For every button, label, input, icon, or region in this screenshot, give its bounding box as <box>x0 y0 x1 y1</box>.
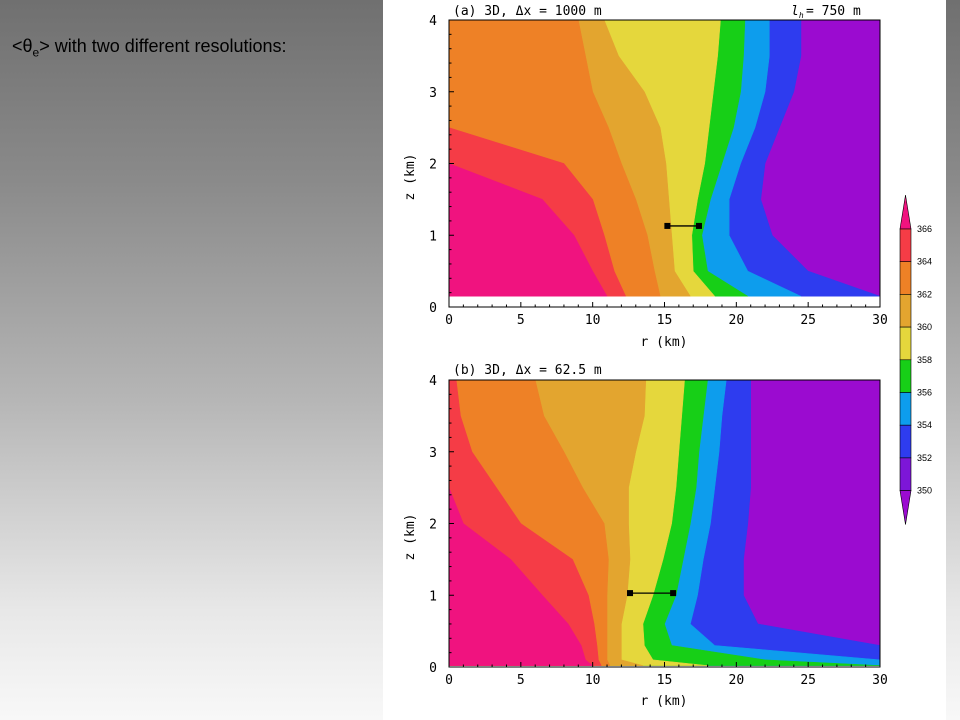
y-tick-label-1-0: 0 <box>429 661 437 676</box>
contour-fill-366-1 <box>448 487 594 666</box>
marker-point-1-1 <box>670 590 677 597</box>
x-tick-label-0-10: 10 <box>585 313 601 328</box>
x-tick-label-1-30: 30 <box>872 673 888 688</box>
x-axis-label-a: r (km) <box>641 335 688 350</box>
y-tick-label-0-4: 4 <box>429 14 437 29</box>
slide-title: <θe> with two different resolutions: <box>12 36 287 60</box>
colorbar: 366 364 362 360 358 356 354 352 350 <box>899 194 932 525</box>
colorbar-label-356: 356 <box>917 388 932 398</box>
colorbar-label-362: 362 <box>917 289 932 299</box>
marker-point-0-0 <box>664 222 671 229</box>
panel-a-annotation: = 750 m <box>806 4 861 19</box>
x-tick-label-0-15: 15 <box>657 313 673 328</box>
axes-b: 0 5 10 15 20 25 30 0 1 2 3 4 <box>429 374 888 688</box>
colorbar-label-358: 358 <box>917 355 932 365</box>
colorbar-box <box>899 294 912 328</box>
y-tick-label-1-4: 4 <box>429 374 437 389</box>
panel-a-label: (a) 3D, Δx = 1000 m <box>453 4 602 19</box>
x-tick-label-1-10: 10 <box>585 673 601 688</box>
x-tick-label-0-0: 0 <box>445 313 453 328</box>
colorbar-label-364: 364 <box>917 257 932 267</box>
colorbar-box <box>899 392 912 426</box>
y-axis-label-a: z (km) <box>403 154 418 201</box>
y-tick-label-0-2: 2 <box>429 158 437 173</box>
x-tick-label-1-5: 5 <box>517 673 525 688</box>
slide-background-left <box>0 0 383 720</box>
x-tick-label-0-30: 30 <box>872 313 888 328</box>
plot-area-b <box>448 379 881 666</box>
panel-b: (b) 3D, Δx = 62.5 m 0 5 10 15 20 25 30 0 1 2 3 4 r … <box>403 363 888 709</box>
x-tick-label-1-20: 20 <box>729 673 745 688</box>
colorbar-label-360: 360 <box>917 322 932 332</box>
y-tick-label-0-1: 1 <box>429 229 437 244</box>
x-tick-label-1-0: 0 <box>445 673 453 688</box>
panel-b-label: (b) 3D, Δx = 62.5 m <box>453 363 602 378</box>
marker-point-0-1 <box>695 222 702 229</box>
axes-a: 0 5 10 15 20 25 30 0 1 2 3 4 <box>429 14 888 328</box>
x-tick-label-0-5: 5 <box>517 313 525 328</box>
colorbar-label-354: 354 <box>917 420 932 430</box>
slide-background-right <box>946 0 960 720</box>
x-axis-label-b: r (km) <box>641 694 688 709</box>
panel-a: (a) 3D, Δx = 1000 m lh = 750 m 0 5 10 15 20 2… <box>403 4 888 350</box>
marker-point-1-0 <box>627 590 634 597</box>
y-tick-label-0-0: 0 <box>429 301 437 316</box>
figure: (a) 3D, Δx = 1000 m lh = 750 m 0 5 10 15 20 2… <box>383 0 946 720</box>
colorbar-box <box>899 228 912 263</box>
colorbar-box <box>899 457 912 491</box>
y-tick-label-1-2: 2 <box>429 518 437 533</box>
y-tick-label-1-1: 1 <box>429 589 437 604</box>
x-tick-label-0-20: 20 <box>729 313 745 328</box>
colorbar-label-352: 352 <box>917 453 932 463</box>
colorbar-box <box>899 326 912 361</box>
colorbar-label-366: 366 <box>917 224 932 234</box>
plot-area-a <box>448 19 881 297</box>
y-tick-label-0-3: 3 <box>429 86 437 101</box>
x-tick-label-1-25: 25 <box>800 673 816 688</box>
colorbar-box <box>899 261 912 295</box>
colorbar-label-350: 350 <box>917 486 932 496</box>
x-tick-label-1-15: 15 <box>657 673 673 688</box>
colorbar-box <box>899 359 912 393</box>
y-tick-label-1-3: 3 <box>429 446 437 461</box>
y-axis-label-b: z (km) <box>403 514 418 561</box>
x-tick-label-0-25: 25 <box>800 313 816 328</box>
colorbar-bottom-triangle <box>899 490 912 525</box>
colorbar-box <box>899 424 912 459</box>
